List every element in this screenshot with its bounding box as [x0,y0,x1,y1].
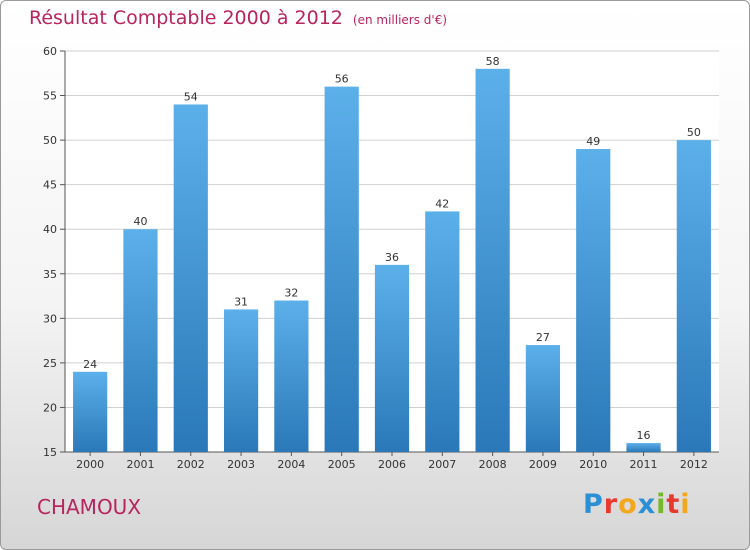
logo-letter: r [603,489,619,520]
y-tick-label: 25 [43,357,57,370]
bar [576,149,611,452]
x-tick-label: 2005 [328,458,356,471]
bar-value-label: 40 [133,215,147,228]
y-tick-label: 40 [43,223,57,236]
x-tick-label: 2000 [76,458,104,471]
bar [425,211,460,452]
bar-value-label: 49 [586,135,600,148]
x-tick-label: 2010 [579,458,607,471]
bar-value-label: 42 [435,197,449,210]
bar [173,104,208,452]
logo-letter: t [666,489,681,520]
y-tick-label: 45 [43,179,57,192]
bar-value-label: 50 [687,126,701,139]
bar-value-label: 31 [234,295,248,308]
bar [73,371,108,452]
bars [73,68,711,453]
x-tick-label: 2007 [428,458,456,471]
chart-title: Résultat Comptable 2000 à 2012 (en millie… [29,7,447,29]
y-tick-label: 30 [43,312,57,325]
x-tick-label: 2003 [227,458,255,471]
bar [223,309,259,452]
x-tick-label: 2006 [378,458,406,471]
bar-value-label: 32 [284,287,298,300]
y-tick-label: 60 [43,45,57,58]
bar-value-label: 27 [536,331,550,344]
x-tick-label: 2009 [529,458,557,471]
x-tick-labels: 2000 2001 2002 2003 2004 2005 2006 2007 2008 2009… [76,458,708,471]
y-tick-label: 50 [43,134,57,147]
bar [626,443,661,452]
chart-title-text: Résultat Comptable 2000 à 2012 [29,7,343,29]
x-tick-label: 2012 [680,458,708,471]
logo-letter: o [618,489,638,520]
bar-value-label: 58 [486,55,500,68]
bar [324,86,359,453]
x-tick-label: 2001 [126,458,154,471]
x-tick-label: 2002 [177,458,205,471]
bar-value-label: 54 [184,90,198,103]
bar [676,140,711,452]
bar [475,68,510,453]
y-tick-label: 20 [43,401,57,414]
logo-letter: x [637,489,657,520]
proxiti-logo: Proxiti [583,489,691,520]
value-labels: 24 40 54 31 32 56 36 42 58 27 49 16 50 [83,55,701,442]
chart-subtitle: (en milliers d'€) [352,13,448,27]
x-tick-label: 2008 [479,458,507,471]
bar-value-label: 24 [83,358,97,371]
x-tick-label: 2004 [277,458,305,471]
y-tick-label: 15 [43,446,57,459]
bar [274,300,309,452]
bar-value-label: 16 [637,429,651,442]
logo-letter: P [583,489,604,520]
logo-letter: i [656,489,667,520]
bar [123,229,158,452]
y-tick-label: 55 [43,90,57,103]
x-tick-label: 2011 [630,458,658,471]
logo-letter: i [680,489,691,520]
commune-name: CHAMOUX [37,495,142,519]
bar-value-label: 56 [335,73,349,86]
y-tick-label: 35 [43,268,57,281]
y-tick-labels: 15 20 25 30 35 40 45 50 55 60 [43,45,57,459]
bar [525,345,561,452]
bar-value-label: 36 [385,251,399,264]
bar [374,264,410,452]
